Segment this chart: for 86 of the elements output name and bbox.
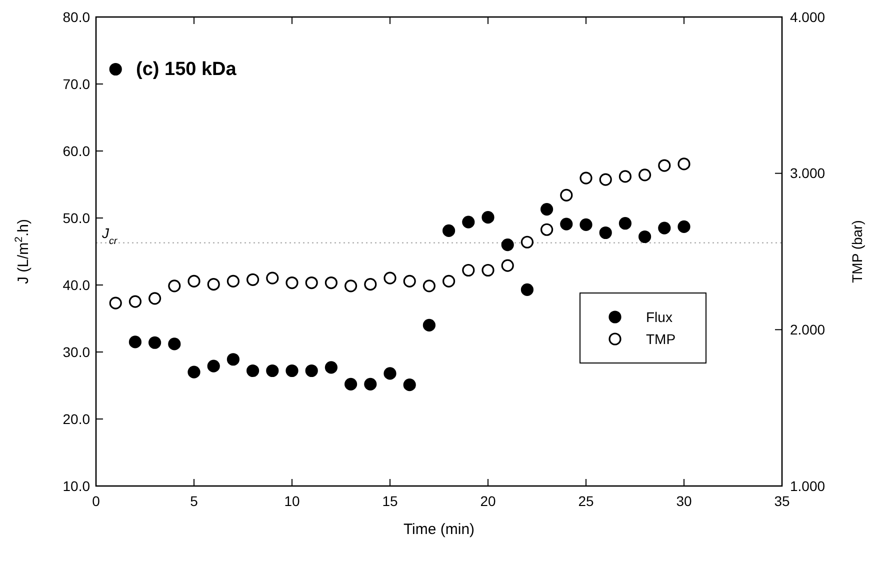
point <box>658 222 671 234</box>
point <box>403 378 416 392</box>
x-tick-label: 15 <box>382 493 398 509</box>
point <box>344 378 358 390</box>
point <box>324 276 338 290</box>
point <box>148 336 162 349</box>
y2-tick-label: 1.000 <box>790 478 826 494</box>
y2-tick-label: 3.000 <box>790 165 826 182</box>
point <box>207 360 220 372</box>
point <box>422 280 436 292</box>
x-tick-label: 20 <box>480 493 496 509</box>
x-tick-label: 25 <box>578 493 594 509</box>
point <box>305 276 318 290</box>
legend-label: TMP <box>646 330 676 347</box>
x-tick-label: 35 <box>774 493 790 509</box>
y-tick-label: 30.0 <box>62 344 90 360</box>
point <box>384 367 396 380</box>
point <box>207 278 220 291</box>
point <box>638 230 652 244</box>
point <box>109 62 122 76</box>
point <box>188 366 200 378</box>
y-tick-label: 60.0 <box>62 142 90 159</box>
point <box>324 361 338 374</box>
point <box>540 223 554 236</box>
point <box>482 211 494 224</box>
point <box>364 278 377 291</box>
y2-tick-label: 4.000 <box>790 8 826 25</box>
point <box>618 170 632 183</box>
point <box>384 272 396 284</box>
y2-axis-title: TMP (bar) <box>849 220 865 283</box>
point <box>109 296 122 310</box>
point <box>403 274 416 288</box>
point <box>148 292 162 305</box>
y-tick-label: 20.0 <box>62 410 90 427</box>
y-tick-label: 10.0 <box>62 478 90 494</box>
point <box>678 220 690 234</box>
x-tick-label: 5 <box>190 493 198 509</box>
point <box>286 276 298 290</box>
x-axis-title: Time (min) <box>403 521 475 538</box>
point <box>618 217 632 230</box>
y-tick-label: 70.0 <box>62 76 90 92</box>
point <box>364 378 377 390</box>
point <box>226 353 240 366</box>
point <box>305 364 318 378</box>
x-tick-label: 10 <box>284 493 300 509</box>
y-tick-label: 40.0 <box>62 276 90 293</box>
x-tick-label: 30 <box>676 493 692 509</box>
point <box>442 274 456 288</box>
point <box>540 202 554 216</box>
y2-tick-label: 2.000 <box>790 322 826 338</box>
point <box>188 274 200 288</box>
point <box>422 318 436 332</box>
annotation: (c) 150 kDa <box>136 59 237 80</box>
y-tick-label: 80.0 <box>62 8 90 25</box>
point <box>462 216 475 228</box>
legend-label: Flux <box>646 308 672 325</box>
point <box>560 218 573 230</box>
point <box>168 338 181 350</box>
point <box>560 188 573 202</box>
point <box>226 274 240 288</box>
point <box>599 226 612 240</box>
point <box>638 168 652 182</box>
point <box>128 336 142 348</box>
point <box>128 295 142 308</box>
point <box>286 364 298 378</box>
point <box>246 364 260 378</box>
point <box>580 218 592 231</box>
point <box>658 159 671 172</box>
point <box>501 238 514 252</box>
point <box>246 273 260 286</box>
ref-line-label: J$_{cr}$ <box>101 224 118 246</box>
point <box>266 272 279 284</box>
x-tick-label: 0 <box>92 493 100 509</box>
point <box>501 259 514 272</box>
point <box>520 283 534 296</box>
point <box>462 264 475 277</box>
point <box>168 280 181 292</box>
point <box>678 158 690 170</box>
point <box>344 280 358 292</box>
point <box>266 364 279 378</box>
point <box>599 173 612 186</box>
point <box>520 236 534 248</box>
point <box>442 224 456 238</box>
y-tick-label: 50.0 <box>62 210 90 226</box>
point <box>482 264 494 277</box>
point <box>580 172 592 184</box>
